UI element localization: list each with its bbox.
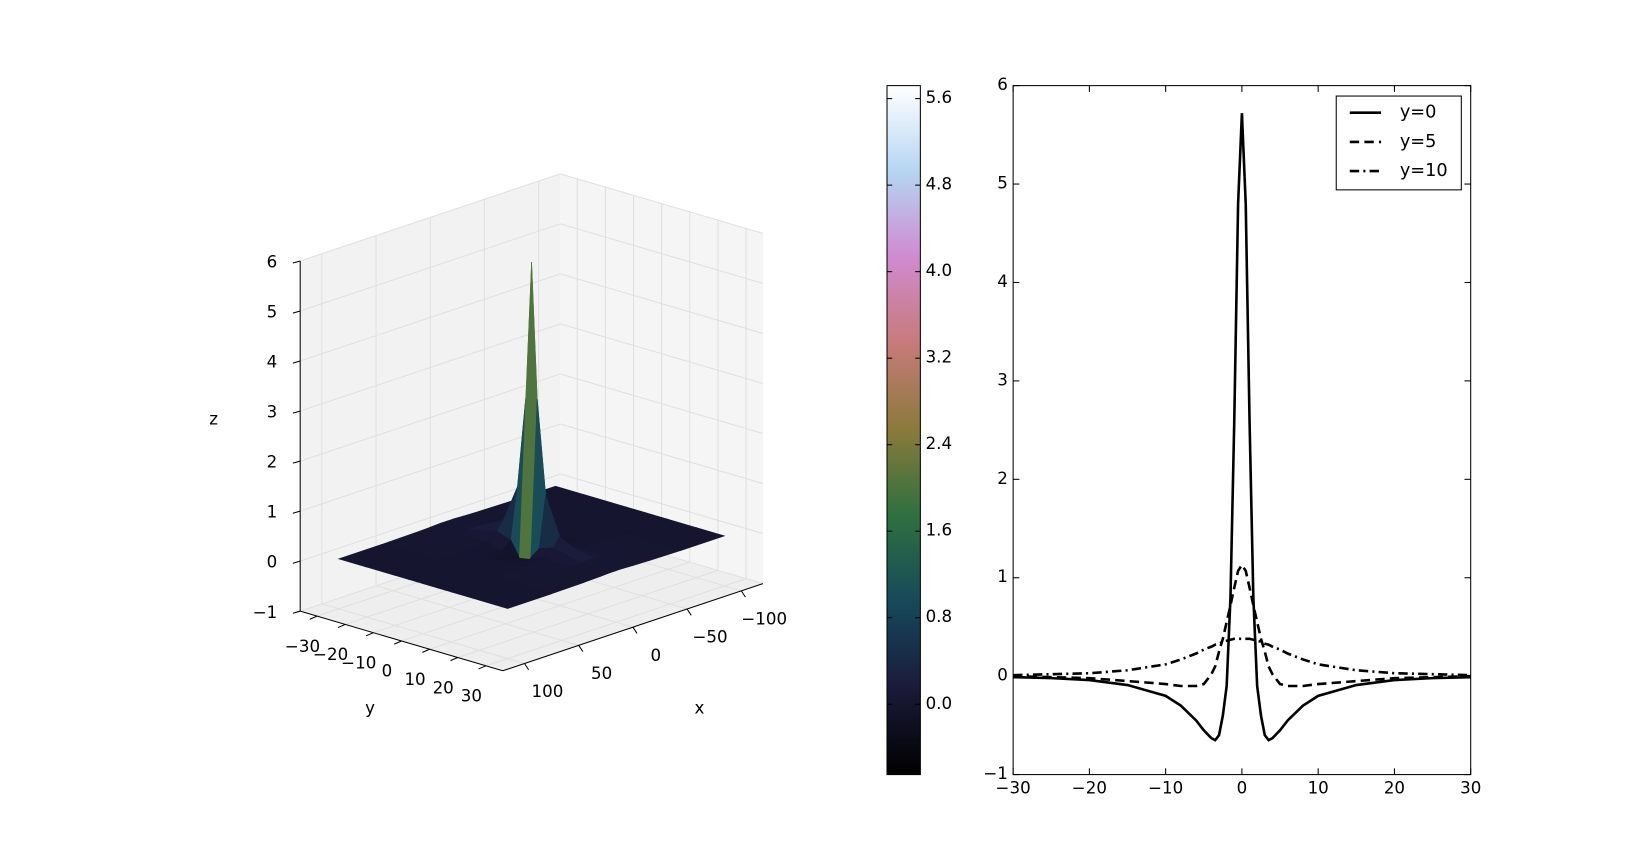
x-tick-label: 100 (532, 682, 564, 701)
grid-line (300, 223, 561, 312)
grid-line (560, 323, 764, 384)
tick-mark (292, 360, 301, 364)
y-tick-label: 10 (404, 670, 425, 689)
x-tick-label: −20 (1072, 779, 1107, 798)
colorbar-tick-label: 0.8 (926, 607, 953, 626)
grid-line (300, 373, 561, 462)
tick-mark (524, 663, 530, 671)
grid-line (560, 173, 764, 234)
colorbar-tick-label: 4.0 (926, 261, 953, 280)
line-series (1013, 637, 1471, 677)
y-tick-label: 4 (997, 272, 1008, 291)
grid-line (485, 578, 747, 667)
y-tick-label: 2 (997, 469, 1008, 488)
y-tick-label: 3 (997, 370, 1008, 389)
grid-line (560, 273, 764, 334)
line-series (1013, 562, 1471, 688)
grid-line (300, 423, 561, 512)
colorbar-tick-label: 0.0 (926, 694, 953, 713)
x-tick-label: −100 (741, 610, 787, 629)
y-tick-label: 30 (461, 687, 482, 706)
y-tick-label: −10 (341, 653, 376, 672)
colorbar-tick-label: 5.6 (926, 88, 953, 107)
x-tick-label: 10 (1308, 779, 1329, 798)
y-tick-label: 6 (997, 75, 1008, 94)
y-tick-label: −1 (983, 764, 1008, 783)
colorbar-tick-label: 2.4 (926, 434, 953, 453)
x-tick-label: 20 (1384, 779, 1405, 798)
y-tick-label: 0 (382, 662, 393, 681)
x-tick-label: −50 (692, 628, 727, 647)
colorbar-tick-label: 3.2 (926, 348, 953, 367)
x-tick-label: −10 (1148, 779, 1183, 798)
tick-mark (292, 310, 301, 314)
y-tick-label: −30 (285, 637, 320, 656)
x-tick-label: −30 (996, 779, 1031, 798)
x-tick-label: 0 (1237, 779, 1248, 798)
colorbar-tick-label: 1.6 (926, 521, 953, 540)
surface-patch (478, 584, 552, 609)
tick-mark (337, 623, 346, 629)
colorbar-tick-label: 4.8 (926, 175, 953, 194)
z-tick-label: 0 (267, 553, 278, 572)
grid-line (560, 423, 764, 485)
colorbar (886, 85, 921, 776)
axis-line (300, 610, 503, 672)
grid-line (300, 323, 561, 412)
y-axis-label: y (365, 698, 375, 717)
legend-label: y=5 (1400, 132, 1437, 152)
x-axis-label: x (694, 698, 704, 717)
tick-mark (309, 615, 318, 620)
tick-mark (393, 640, 402, 645)
z-tick-label: 4 (267, 353, 278, 372)
tick-mark (292, 610, 301, 614)
z-tick-label: −1 (253, 603, 278, 622)
tick-mark (632, 626, 638, 634)
z-tick-label: 2 (267, 453, 278, 472)
x-tick-label: 0 (651, 646, 662, 665)
grid-line (560, 223, 764, 284)
z-tick-label: 6 (267, 253, 278, 272)
grid-line (560, 473, 764, 535)
z-axis-label: z (209, 410, 218, 429)
y-tick-label: −20 (313, 645, 348, 664)
grid-line (300, 173, 561, 262)
y-tick-label: 20 (433, 678, 454, 697)
y-tick-label: 0 (997, 666, 1008, 685)
line-series (1013, 113, 1471, 742)
grid-line (560, 373, 764, 435)
tick-mark (478, 665, 487, 670)
z-tick-label: 1 (267, 503, 278, 522)
z-tick-label: 5 (267, 303, 278, 322)
y-tick-label: 5 (997, 174, 1008, 193)
tick-mark (422, 648, 430, 653)
axis-line (502, 583, 764, 672)
tick-mark (292, 260, 301, 264)
tick-mark (292, 410, 301, 414)
x-tick-label: 50 (591, 664, 612, 683)
tick-mark (292, 560, 301, 564)
y-tick-label: 1 (997, 567, 1008, 586)
tick-mark (578, 645, 584, 652)
x-tick-label: 30 (1460, 779, 1481, 798)
grid-line (300, 273, 561, 362)
legend-label: y=0 (1400, 103, 1437, 123)
tick-mark (292, 510, 301, 514)
grid-line (429, 561, 690, 650)
grid-line (457, 569, 719, 659)
legend-label: y=10 (1400, 161, 1448, 181)
tick-mark (450, 657, 458, 662)
tick-mark (365, 632, 374, 637)
tick-mark (740, 590, 746, 598)
tick-mark (292, 460, 301, 464)
z-tick-label: 3 (267, 403, 278, 422)
tick-mark (686, 608, 692, 616)
